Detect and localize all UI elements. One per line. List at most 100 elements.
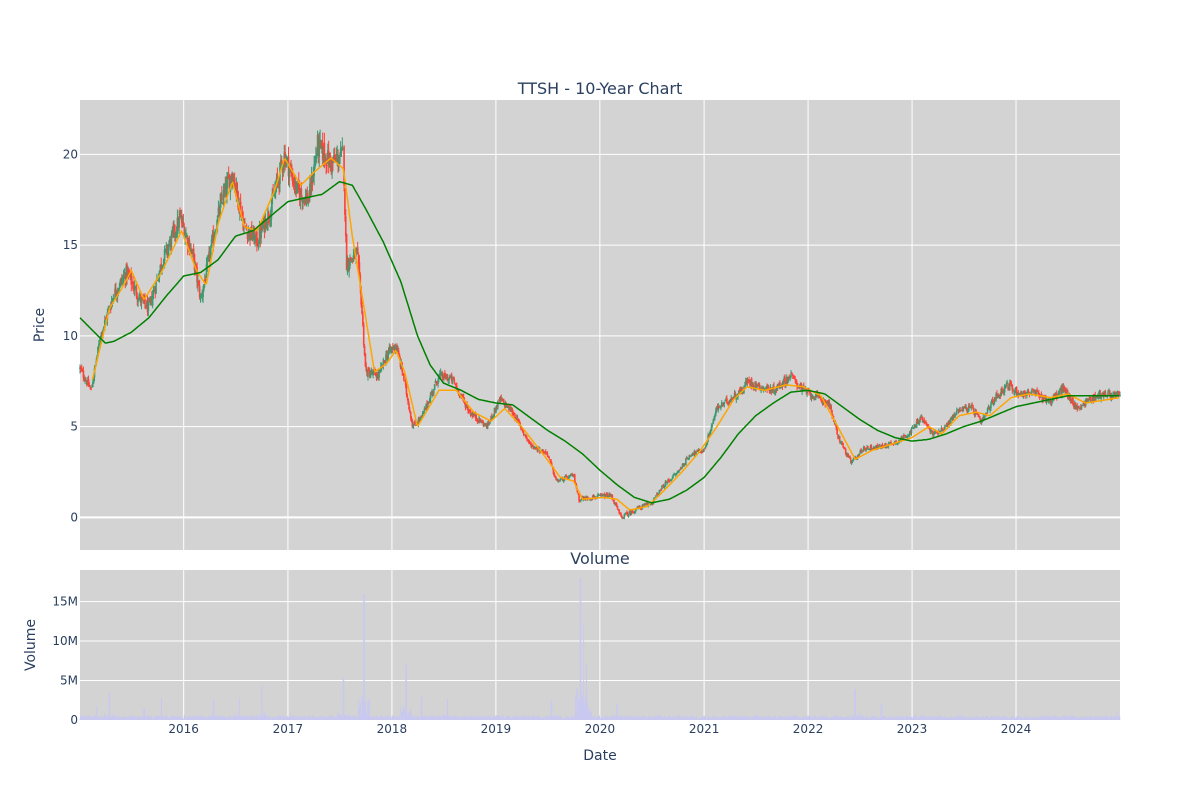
volume-bar (192, 715, 194, 720)
volume-bar (156, 715, 158, 720)
volume-bar (955, 715, 957, 720)
volume-bar (445, 715, 447, 720)
candle-body (761, 386, 763, 389)
volume-bar (321, 716, 323, 720)
volume-bar (480, 715, 482, 720)
volume-bar (517, 715, 519, 720)
candle-body (330, 163, 333, 171)
volume-bar (392, 716, 394, 720)
candle-body (145, 305, 147, 309)
volume-bar (929, 717, 931, 720)
candle-body (474, 413, 476, 416)
volume-bar (253, 715, 255, 720)
candle-body (810, 396, 813, 398)
volume-bar (745, 717, 747, 720)
candle-body (960, 410, 962, 412)
candle-body (683, 463, 685, 467)
candle-body (797, 385, 800, 389)
volume-bar (502, 716, 504, 720)
volume-bar (331, 718, 333, 720)
candle-body (309, 183, 311, 198)
volume-bar (700, 717, 702, 720)
volume-bar (434, 717, 436, 720)
volume-bar (950, 718, 952, 720)
volume-bar (797, 718, 799, 720)
candle-body (841, 442, 844, 444)
volume-bar (946, 718, 948, 720)
volume-bar (485, 716, 487, 720)
volume-bar (503, 717, 505, 720)
volume-bar (672, 717, 674, 720)
candle-body (553, 473, 556, 477)
candle-body (485, 425, 488, 429)
volume-bar (996, 716, 998, 720)
volume-bar (550, 700, 552, 720)
candle-body (515, 418, 517, 421)
candle-body (127, 269, 130, 274)
candle-body (413, 422, 415, 426)
volume-bar (820, 718, 822, 720)
volume-bar (134, 716, 136, 720)
volume-bar (279, 715, 281, 720)
volume-bar (781, 716, 783, 720)
volume-bar (349, 718, 351, 720)
candle-body (395, 346, 397, 349)
candle-body (670, 480, 673, 482)
candle-body (665, 481, 668, 483)
volume-bar (817, 718, 819, 720)
candle-body (821, 400, 824, 404)
volume-bar (168, 717, 170, 720)
volume-bar (245, 716, 247, 720)
volume-bar (611, 718, 613, 720)
candle-body (533, 447, 536, 449)
candle-body (503, 399, 505, 403)
candle-body (493, 407, 496, 416)
volume-bar (1067, 716, 1069, 720)
candle-body (480, 420, 483, 423)
candle-body (207, 257, 209, 260)
volume-bar (372, 716, 374, 720)
candle-body (511, 408, 514, 415)
volume-bar (756, 715, 758, 720)
volume-bar (1106, 715, 1108, 720)
candle-body (694, 450, 697, 455)
volume-bar (308, 715, 310, 720)
volume-bar (703, 715, 705, 720)
volume-bar (159, 718, 161, 720)
volume-bar (823, 717, 825, 720)
candle-body (944, 424, 947, 426)
volume-bar (647, 718, 649, 720)
candle-body (620, 516, 623, 518)
candle-body (86, 381, 88, 385)
volume-bar (299, 718, 301, 720)
volume-bar (603, 717, 605, 720)
volume-bar (248, 718, 250, 720)
volume-bar (892, 719, 894, 720)
candle-body (714, 410, 717, 416)
candle-body (386, 353, 389, 360)
candle-body (418, 418, 421, 421)
volume-bar (1004, 715, 1006, 720)
volume-bar (564, 718, 566, 720)
volume-bar (411, 717, 413, 720)
volume-bar (580, 702, 582, 720)
volume-bar (702, 715, 704, 720)
volume-bar (1118, 717, 1120, 720)
volume-bar (959, 717, 961, 720)
volume-bar (400, 707, 402, 720)
volume-bar (912, 715, 914, 720)
volume-bar (883, 715, 885, 720)
candle-body (640, 508, 643, 510)
volume-bar (141, 717, 143, 720)
candle-body (857, 454, 860, 457)
candle-body (1043, 398, 1045, 400)
volume-bar (1014, 716, 1016, 720)
volume-bar (952, 718, 954, 720)
volume-bar (178, 716, 180, 720)
candle-body (310, 174, 313, 192)
volume-bar (760, 716, 762, 720)
volume-bar (476, 717, 478, 720)
volume-bar (150, 719, 152, 720)
volume-bar (897, 715, 899, 720)
volume-bar (302, 717, 304, 720)
